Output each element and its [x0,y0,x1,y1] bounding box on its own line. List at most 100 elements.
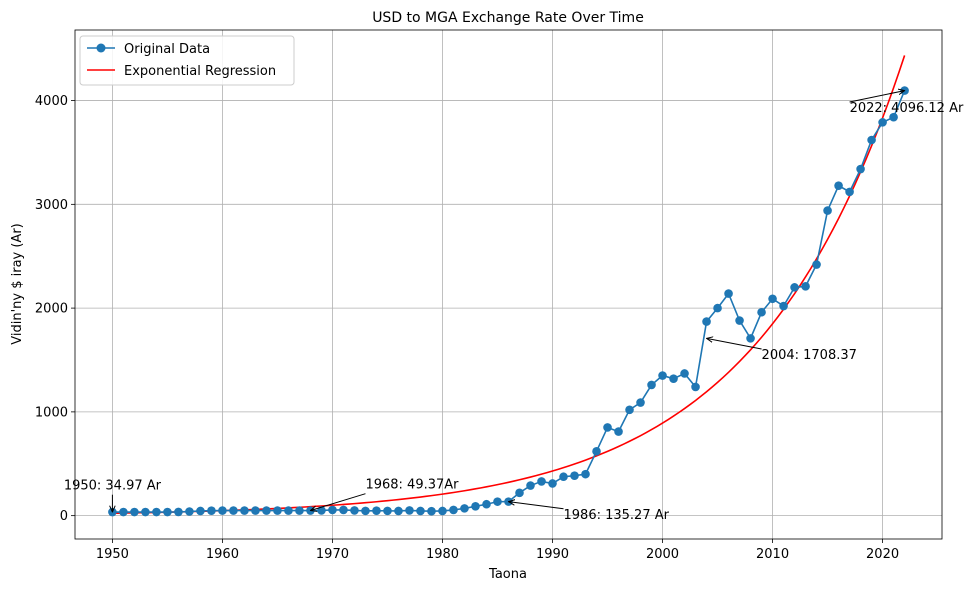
annotation-arrow [310,493,366,511]
data-point [691,382,700,392]
data-point [592,447,601,456]
data-point [405,506,414,515]
plot-area-frame [74,29,943,540]
x-tick-label: 1990 [536,547,569,562]
data-point [394,506,403,516]
data-point [669,374,678,383]
data-point [680,369,689,378]
data-point [449,505,458,515]
x-axis-ticks: 1950 1960 1970 1980 1990 2000 2010 2020 [96,539,899,562]
data-point [251,506,260,515]
data-point [383,506,392,516]
chart-title: USD to MGA Exchange Rate Over Time [372,10,644,26]
data-point [735,316,744,325]
data-point [724,289,733,298]
regression-series [112,55,906,515]
annotation-label: 2004: 1708.37 [762,348,857,363]
data-point [647,380,656,390]
data-point [812,260,821,269]
data-point [625,405,634,415]
data-point [119,507,128,517]
data-point [328,505,337,515]
annotation-label: 1968: 49.37Ar [365,478,459,493]
data-point [416,506,425,516]
y-tick-label: 2000 [35,302,68,317]
grid-lines [75,30,942,539]
legend-box [79,35,295,86]
data-point [361,506,370,516]
data-point [867,135,876,145]
y-axis-ticks: 0 1000 2000 3000 4000 [35,94,75,524]
data-point [295,506,304,515]
regression-curve [112,55,906,515]
data-point [163,507,172,517]
x-tick-label: 1980 [426,547,459,562]
x-tick-label: 1960 [206,547,239,562]
data-point [427,506,436,516]
data-point [438,506,447,516]
annotation-label: 1986: 135.27 Ar [564,508,670,523]
x-tick-label: 1950 [96,547,129,562]
annotation-arrow [849,91,905,103]
data-point [152,507,161,517]
data-point [856,164,865,174]
data-point [702,317,711,326]
data-point [746,334,755,343]
data-point [559,472,568,482]
data-point [273,506,282,515]
data-point [339,505,348,515]
x-tick-label: 1970 [316,547,349,562]
data-point [372,506,381,515]
y-tick-label: 0 [60,509,68,524]
y-tick-label: 3000 [35,198,68,213]
data-point [229,506,238,515]
data-point [526,481,535,490]
data-point [482,499,491,509]
legend-original-marker [96,43,106,53]
y-tick-label: 1000 [35,405,68,420]
data-point [878,118,887,127]
data-point [779,301,788,311]
data-point [889,112,898,122]
data-point [185,507,194,516]
data-point [548,479,557,488]
data-point [845,187,854,197]
original-data-line [112,90,906,513]
data-point [493,497,502,506]
data-point [130,507,139,517]
x-tick-label: 2000 [646,547,679,562]
data-point [196,506,205,516]
data-point [823,206,832,215]
data-point [614,427,623,436]
data-point [768,294,777,304]
data-point [603,423,612,432]
data-point [757,307,766,317]
data-point [658,371,667,380]
data-point [460,504,469,513]
data-point [636,398,645,407]
x-axis-label: Taona [488,567,527,582]
legend: Original Data Exponential Regression [79,35,295,86]
data-point [801,282,810,291]
data-point [262,506,271,515]
annotation-arrow [707,338,762,350]
data-point [713,303,722,313]
data-point [207,506,216,515]
annotation-arrow [509,502,564,510]
data-point [174,507,183,517]
data-point [350,506,359,515]
x-tick-label: 2020 [866,547,899,562]
data-point [141,507,150,517]
y-tick-label: 4000 [35,94,68,109]
y-axis-label: Vidin'ny $ iray (Ar) [10,223,25,345]
data-point [218,506,227,515]
data-point [515,488,524,498]
x-tick-label: 2010 [756,547,789,562]
legend-original-label: Original Data [124,42,210,57]
annotation-label: 1950: 34.97 Ar [64,479,162,494]
data-point [240,506,249,515]
legend-regression-label: Exponential Regression [124,64,276,79]
data-point [790,283,799,292]
data-point [284,506,293,515]
